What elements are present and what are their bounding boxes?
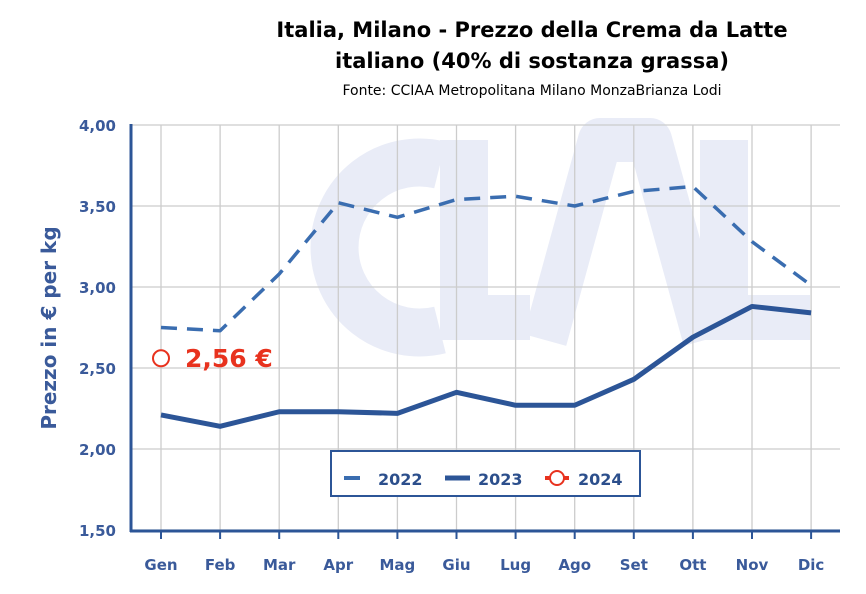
annotation-2024-value: 2,56 € — [185, 344, 273, 373]
legend: 2022 2023 2024 — [330, 450, 641, 497]
chart-title-line-1: Italia, Milano - Prezzo della Crema da L… — [276, 18, 787, 42]
series-group — [152, 184, 813, 429]
y-axis-label: Prezzo in € per kg — [37, 226, 61, 429]
axes: 1,50 2,00 2,50 3,00 3,50 4,00 Gen Feb Mar Apr Mag G… — [79, 117, 840, 574]
y-tick-label: 4,00 — [79, 117, 116, 135]
x-tick-label: Lug — [500, 556, 531, 574]
chart-subtitle: Fonte: CCIAA Metropolitana Milano MonzaB… — [342, 83, 721, 99]
y-tick-label: 2,50 — [79, 360, 116, 378]
x-tick-label: Mag — [380, 556, 416, 574]
x-tick-label: Giu — [442, 556, 470, 574]
legend-swatch-2024-marker — [549, 470, 565, 486]
series-line-2022 — [160, 184, 813, 333]
x-tick-label: Dic — [798, 556, 824, 574]
x-tick-label: Set — [620, 556, 648, 574]
y-tick-label: 3,00 — [79, 279, 116, 297]
x-tick-label: Ott — [679, 556, 706, 574]
y-tick-label: 1,50 — [79, 522, 116, 540]
x-tick-label: Gen — [144, 556, 177, 574]
x-tick-label: Apr — [323, 556, 353, 574]
series-line-2023 — [160, 303, 812, 429]
legend-label-2022: 2022 — [378, 470, 423, 489]
x-tick-label: Nov — [736, 556, 769, 574]
y-tick-label: 2,00 — [79, 441, 116, 459]
legend-label-2024: 2024 — [578, 470, 623, 489]
chart-title-line-2: italiano (40% di sostanza grassa) — [335, 49, 729, 73]
y-tick-label: 3,50 — [79, 198, 116, 216]
x-tick-label: Feb — [205, 556, 236, 574]
x-tick-label: Mar — [263, 556, 296, 574]
point-2024-Gen — [152, 349, 170, 368]
legend-label-2023: 2023 — [478, 470, 523, 489]
watermark-logo — [310, 118, 810, 357]
x-tick-label: Ago — [558, 556, 591, 574]
